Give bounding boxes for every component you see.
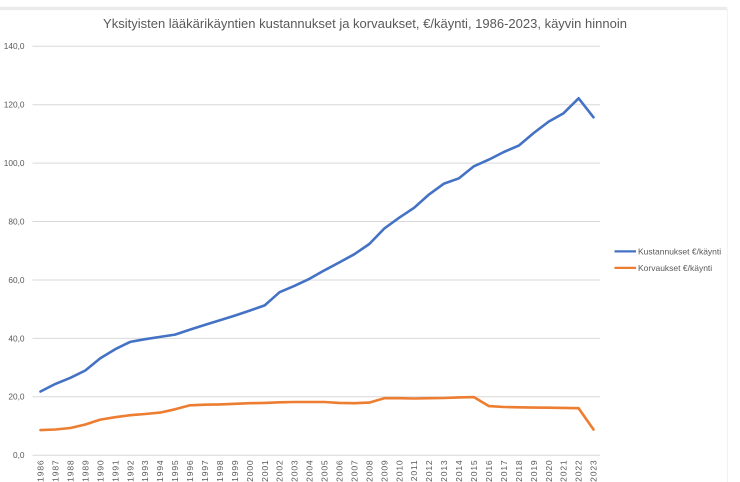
svg-text:2003: 2003 xyxy=(290,460,300,482)
svg-text:2014: 2014 xyxy=(454,460,464,482)
svg-text:2010: 2010 xyxy=(394,460,404,482)
svg-text:2000: 2000 xyxy=(245,460,255,482)
svg-text:2005: 2005 xyxy=(320,460,330,482)
svg-text:1994: 1994 xyxy=(155,460,165,482)
svg-text:1990: 1990 xyxy=(95,460,105,482)
svg-text:2020: 2020 xyxy=(544,460,554,482)
svg-text:2009: 2009 xyxy=(379,460,389,482)
svg-text:Korvaukset €/käynti: Korvaukset €/käynti xyxy=(638,263,712,273)
svg-text:1986: 1986 xyxy=(36,460,46,482)
svg-text:2006: 2006 xyxy=(335,460,345,482)
svg-text:1992: 1992 xyxy=(125,460,135,482)
svg-text:2021: 2021 xyxy=(559,460,569,482)
svg-text:2023: 2023 xyxy=(589,460,599,482)
svg-text:2022: 2022 xyxy=(574,460,584,482)
svg-text:2011: 2011 xyxy=(409,460,419,482)
svg-text:1997: 1997 xyxy=(200,460,210,482)
svg-text:1998: 1998 xyxy=(215,460,225,482)
svg-text:140,0: 140,0 xyxy=(4,41,25,51)
svg-text:100,0: 100,0 xyxy=(4,158,25,168)
svg-text:2016: 2016 xyxy=(484,460,494,482)
svg-text:60,0: 60,0 xyxy=(8,275,25,285)
svg-text:1999: 1999 xyxy=(230,460,240,482)
svg-text:20,0: 20,0 xyxy=(8,392,25,402)
svg-text:2002: 2002 xyxy=(275,460,285,482)
svg-text:2018: 2018 xyxy=(514,460,524,482)
svg-text:2012: 2012 xyxy=(424,460,434,482)
svg-text:2019: 2019 xyxy=(529,460,539,482)
svg-text:1988: 1988 xyxy=(66,460,76,482)
svg-text:Kustannukset €/käynti: Kustannukset €/käynti xyxy=(638,246,721,256)
svg-text:80,0: 80,0 xyxy=(8,216,25,226)
svg-text:1995: 1995 xyxy=(170,460,180,482)
svg-text:Yksityisten lääkärikäyntien ku: Yksityisten lääkärikäyntien kustannukset… xyxy=(103,16,627,31)
svg-text:2015: 2015 xyxy=(469,460,479,482)
svg-text:2007: 2007 xyxy=(350,460,360,482)
svg-text:120,0: 120,0 xyxy=(4,100,25,110)
svg-text:1987: 1987 xyxy=(51,460,61,482)
svg-text:2008: 2008 xyxy=(364,460,374,482)
svg-text:0,0: 0,0 xyxy=(13,450,25,460)
svg-text:2004: 2004 xyxy=(305,460,315,482)
svg-text:1989: 1989 xyxy=(80,460,90,482)
svg-text:2013: 2013 xyxy=(439,460,449,482)
svg-text:2017: 2017 xyxy=(499,460,509,482)
svg-text:2001: 2001 xyxy=(260,460,270,482)
svg-text:1991: 1991 xyxy=(110,460,120,482)
svg-text:1993: 1993 xyxy=(140,460,150,482)
svg-text:40,0: 40,0 xyxy=(8,333,25,343)
svg-text:1996: 1996 xyxy=(185,460,195,482)
